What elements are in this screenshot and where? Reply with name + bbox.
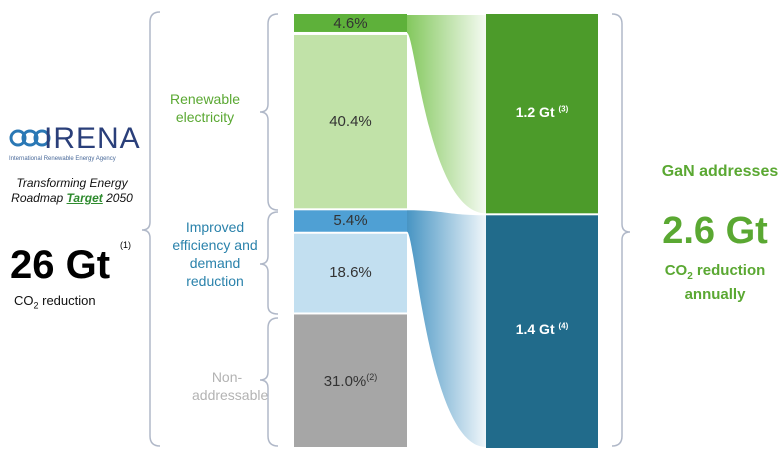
caption-target: Target [66,191,103,205]
right-total-value: 2.6 Gt [662,210,768,252]
total-label: CO2 reduction [14,293,96,311]
stacked-segment-3 [294,210,407,232]
roadmap-caption: Transforming Energy Roadmap Target 2050 [2,176,142,206]
total-label-pre: CO [14,293,34,308]
caption-line-2: Roadmap Target 2050 [2,191,142,206]
total-footnote: (1) [120,240,131,250]
group-label-renewable: Renewable electricity [169,91,241,125]
stacked-segment-5 [294,314,407,447]
right-heading: GaN addresses [661,163,779,180]
right-label-post: reduction annually [684,262,766,303]
stacked-segment-2 [294,34,407,209]
right-label-pre: CO [664,262,688,279]
stacked-segment-1 [294,14,407,32]
right-label-sub: 2 [687,271,693,282]
left-total-brace [141,11,161,447]
gan-bar-footnote-2: (4) [558,321,569,331]
total-label-post: reduction [38,293,96,308]
gan-bar-label-1: 1.2 Gt (3) [515,104,569,121]
total-value: 26 Gt [10,243,111,287]
segment-label-4: 18.6% [329,264,372,282]
total-label-sub: 2 [33,300,39,311]
non-addressable-brace [259,317,279,447]
irena-logo-icon [9,129,51,147]
flow-renewable-to-gan [407,15,486,214]
logo-subtitle: International Renewable Energy Agency [9,156,116,162]
stacked-segment-4 [294,233,407,313]
caption-pre: Roadmap [11,191,67,205]
caption-post: 2050 [102,191,133,205]
flow-efficiency-to-gan [407,210,486,447]
gan-bar-footnote-1: (3) [558,104,569,114]
group-label-non-addressable: Non-addressable [192,369,269,403]
right-total-label: CO2 reduction annually [650,262,779,304]
efficiency-brace [259,211,279,315]
segment-footnote-5: (2) [366,371,378,382]
group-label-efficiency: Improved efficiency and demand reduction [172,219,258,289]
right-gan-brace [611,13,631,447]
logo-wordmark: IRENA [44,122,141,155]
segment-label-1: 4.6% [333,14,368,32]
segment-label-5: 31.0%(2) [323,371,378,390]
segment-label-3: 5.4% [333,212,368,230]
segment-label-2: 40.4% [329,112,372,130]
caption-line-1: Transforming Energy [16,176,128,190]
gan-bar-label-2: 1.4 Gt (4) [515,321,569,338]
gan-bar-segment-1 [486,14,598,214]
renewable-brace [259,13,279,211]
gan-bar-segment-2 [486,215,598,448]
